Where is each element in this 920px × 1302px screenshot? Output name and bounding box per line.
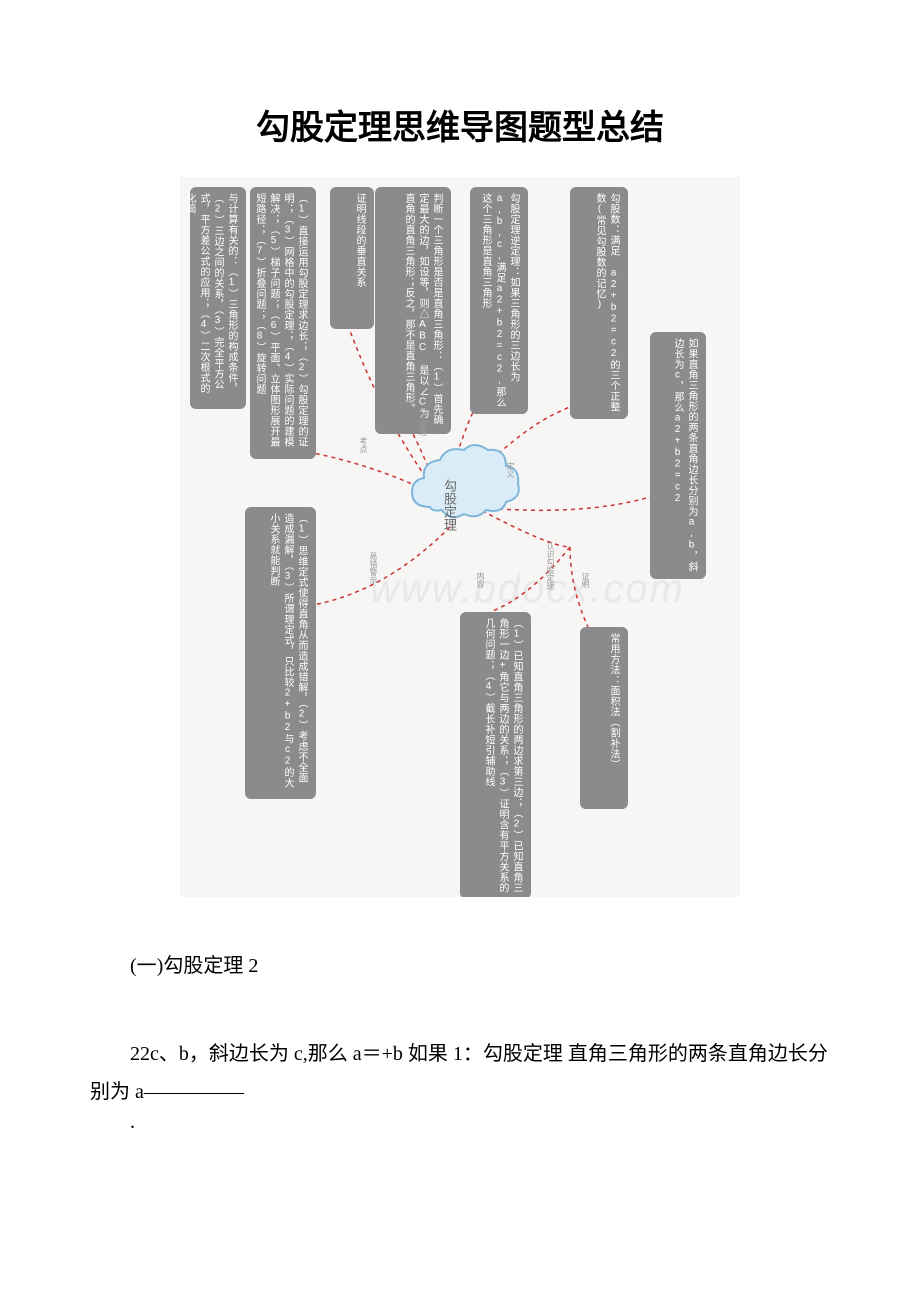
edge-label: 证明 <box>580 572 591 588</box>
edge-label: 定义 <box>505 462 516 478</box>
document-page: 勾股定理思维导图题型总结 www.bdocx.com 与计算有关的：（1）三角形… <box>0 0 920 1194</box>
mindmap-figure: www.bdocx.com 与计算有关的：（1）三角形的构成条件，（2）三边之间… <box>180 177 740 897</box>
mindmap-node: 常用方法：面积法（割补法） <box>580 627 628 809</box>
edge-label: 易错警示 <box>368 552 379 584</box>
center-node-label: 勾股定理 <box>440 479 459 531</box>
mindmap-node: 如果直角三角形的两条直角边长分别为a,b，斜边长为c，那么a2+b2=c2 <box>650 332 706 579</box>
edge-label: 逆定理 <box>418 412 429 436</box>
mindmap-node: 勾股数：满足 a2+b2=c2的三个正整数(常见勾股数的记忆) <box>570 187 628 419</box>
body-paragraph-2: 22c、b，斜边长为 c,那么 a＝+b 如果 1：勾股定理 直角三角形的两条直… <box>90 1035 830 1111</box>
mindmap-node: （1）已知直角三角形的两边求第三边；（2）已知直角三角形一边+角它与两边的关系；… <box>460 612 531 897</box>
body-paragraph-3: . <box>90 1111 830 1134</box>
mindmap-node: 判断一个三角形是否是直角三角形：（1）首先确定最大的边，如设等，则△ABC 是以… <box>375 187 451 434</box>
body-paragraph-1: (一)勾股定理 2 <box>90 947 830 985</box>
mindmap-node: （1）思维定式使得直角从而造成错解，（2）考虑不全面造成漏解，（3）所谓理定式，… <box>245 507 316 799</box>
mindmap-node: 勾股定理逆定理：如果三角形的三边长为a,b,c,满足a2+b2=c2,那么这个三… <box>470 187 528 414</box>
edge-label: 内容 <box>475 572 486 588</box>
mindmap-node: （1）直接运用勾股定理求边长；（2）勾股定理的证明；（3）网格中的勾股定理；（4… <box>250 187 316 459</box>
mindmap-node: 证明线段的垂直关系 <box>330 187 374 329</box>
edge-label: 考点 <box>358 437 369 453</box>
edge-label: 认识勾股定理 <box>545 542 556 590</box>
mindmap-node: 与计算有关的：（1）三角形的构成条件，（2）三边之间的关系，（3）完全平方公式，… <box>190 187 246 409</box>
page-title: 勾股定理思维导图题型总结 <box>90 100 830 149</box>
